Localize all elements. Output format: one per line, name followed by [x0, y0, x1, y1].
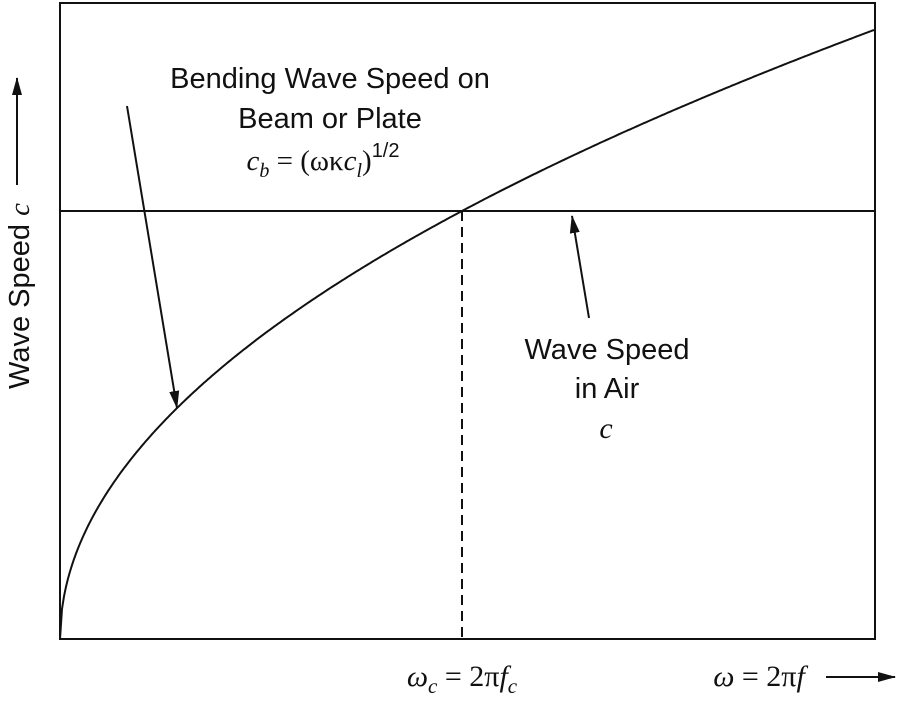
air-label-var: c — [599, 412, 612, 445]
bending-wave-curve — [59, 29, 875, 640]
bending-label-arrow — [126, 105, 180, 409]
bending-label-line2: Beam or Plate — [238, 103, 422, 135]
air-label-line1: Wave Speed — [525, 334, 690, 366]
air-label-line2: in Air — [575, 373, 640, 405]
air-label-arrow — [569, 215, 590, 319]
y-axis-label: Wave Speed c — [4, 203, 36, 389]
bending-formula: cb = (ωκcl)1/2 — [246, 140, 399, 182]
x-axis-label: ω = 2πf — [713, 660, 808, 693]
plot-frame — [59, 2, 876, 640]
critical-frequency-label: ωc = 2πfc — [407, 660, 518, 698]
bending-label-line1: Bending Wave Speed on — [170, 63, 490, 95]
